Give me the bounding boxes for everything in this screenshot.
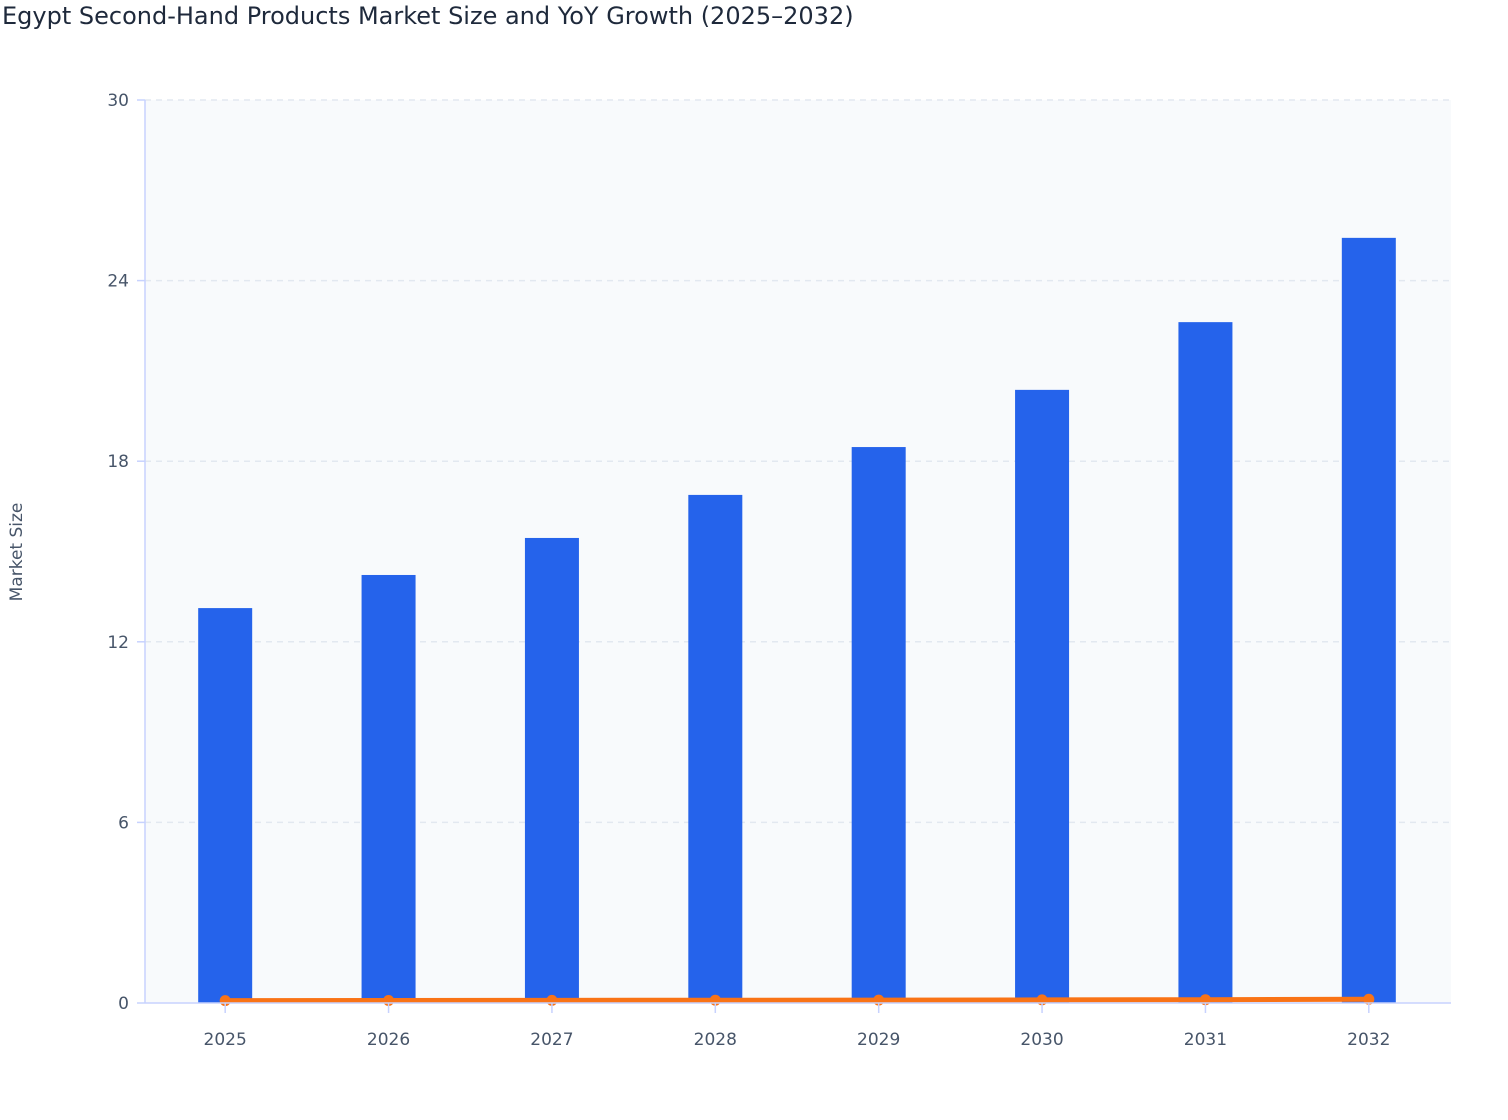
x-tick-label: 2031	[1184, 1030, 1227, 1050]
bar-2030	[1015, 389, 1070, 1003]
bar-2027	[524, 537, 579, 1003]
chart-title: Egypt Second-Hand Products Market Size a…	[2, 2, 854, 30]
growth-line	[225, 996, 1369, 1004]
bar-2032	[1341, 237, 1396, 1003]
x-tick-label: 2026	[367, 1030, 410, 1050]
y-tick-label: 24	[107, 272, 129, 292]
x-tick-label: 2025	[204, 1030, 247, 1050]
bar-2031	[1178, 322, 1233, 1003]
x-tick-label: 2032	[1347, 1030, 1390, 1050]
growth-point-2032	[1363, 993, 1375, 1005]
bar-2028	[688, 494, 743, 1003]
x-tick-label: 2028	[694, 1030, 737, 1050]
y-tick-label: 6	[118, 813, 129, 833]
y-tick-label: 0	[118, 994, 129, 1014]
y-tick-label: 30	[107, 91, 129, 111]
y-tick-label: 12	[107, 633, 129, 653]
y-axis-label: Market Size	[7, 503, 27, 602]
bar-2026	[361, 574, 416, 1003]
plot-background	[145, 100, 1451, 1003]
x-tick-label: 2027	[530, 1030, 573, 1050]
x-tick-label: 2030	[1020, 1030, 1063, 1050]
x-tick-label: 2029	[857, 1030, 900, 1050]
y-tick-label: 18	[107, 452, 129, 472]
bar-2025	[198, 608, 253, 1003]
bar-2029	[851, 447, 906, 1004]
